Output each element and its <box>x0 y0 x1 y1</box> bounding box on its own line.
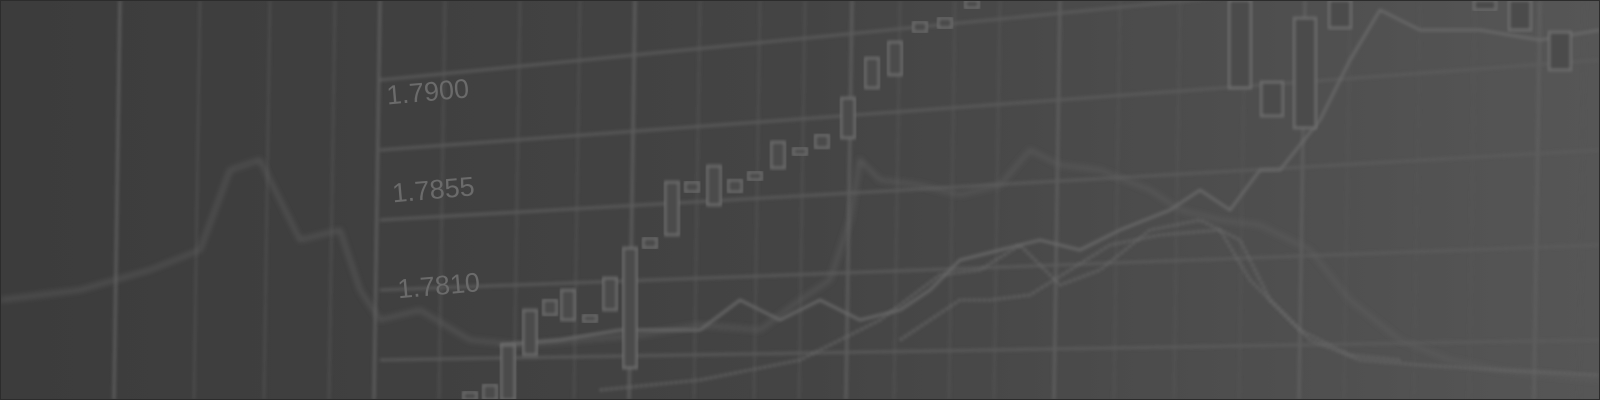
candle-body <box>684 181 700 193</box>
candle-body <box>642 237 658 249</box>
grid-line <box>379 0 1207 82</box>
price-line <box>599 218 1600 392</box>
grid-line <box>1578 0 1586 400</box>
grid-line <box>1343 0 1351 400</box>
grid-line <box>1532 0 1542 400</box>
axis-label: 1.7810 <box>396 267 481 304</box>
grid-line <box>372 0 382 400</box>
grid-line <box>753 0 761 400</box>
grid-line <box>693 0 701 400</box>
grid <box>112 0 1600 400</box>
grid-line <box>844 0 854 400</box>
grid-line <box>1173 0 1181 400</box>
grid-line <box>379 58 1600 152</box>
candle-body <box>500 344 516 400</box>
candle-body <box>937 17 953 29</box>
candle-body <box>1260 81 1284 117</box>
candle-body <box>840 97 856 139</box>
candle-body <box>747 171 763 181</box>
axis-label: 1.7900 <box>385 73 470 110</box>
candle-body <box>542 299 558 316</box>
axis-labels: 1.7900 1.7855 1.7810 <box>385 73 481 304</box>
grid-line <box>193 0 201 400</box>
candle-body <box>482 384 498 400</box>
candle-body <box>622 247 638 369</box>
grid-line <box>1113 0 1121 400</box>
price-lines <box>0 8 1600 392</box>
axis-label: 1.7855 <box>391 171 476 208</box>
candle-body <box>727 179 743 193</box>
grid-line <box>573 0 581 400</box>
candle-body <box>1473 0 1497 11</box>
candlesticks <box>462 0 1572 400</box>
grid-line <box>379 243 1600 292</box>
candle-body <box>770 141 786 169</box>
candle-body <box>522 309 538 356</box>
price-line <box>899 228 1401 362</box>
candle-body <box>887 41 903 76</box>
grid-line <box>1052 0 1062 400</box>
grid-line <box>438 0 446 400</box>
candle-body <box>964 0 980 9</box>
grid-line <box>379 148 1600 222</box>
grid-line <box>328 0 336 400</box>
grid-line <box>112 0 122 400</box>
price-line <box>499 8 1600 347</box>
candle-body <box>814 134 830 149</box>
grid-line <box>948 0 956 400</box>
candle-body <box>560 289 576 321</box>
candle-body <box>1328 0 1352 29</box>
candle-body <box>1508 0 1532 31</box>
candle-body <box>602 277 618 311</box>
candle-body <box>462 391 478 400</box>
grid-line <box>1468 0 1476 400</box>
grid-line <box>993 0 1001 400</box>
grid-line <box>1413 0 1421 400</box>
price-line <box>0 148 1600 382</box>
candle-body <box>912 21 928 33</box>
grid-line <box>263 0 271 400</box>
grid-line <box>379 338 1600 362</box>
candle-body <box>1548 31 1572 71</box>
candle-body <box>792 147 808 156</box>
candle-body <box>582 314 598 323</box>
candle-body <box>1228 0 1252 89</box>
candle-body <box>664 181 680 236</box>
candle-body <box>1293 17 1317 129</box>
grid-line <box>798 0 806 400</box>
candle-body <box>864 57 880 89</box>
candle-body <box>706 165 722 206</box>
